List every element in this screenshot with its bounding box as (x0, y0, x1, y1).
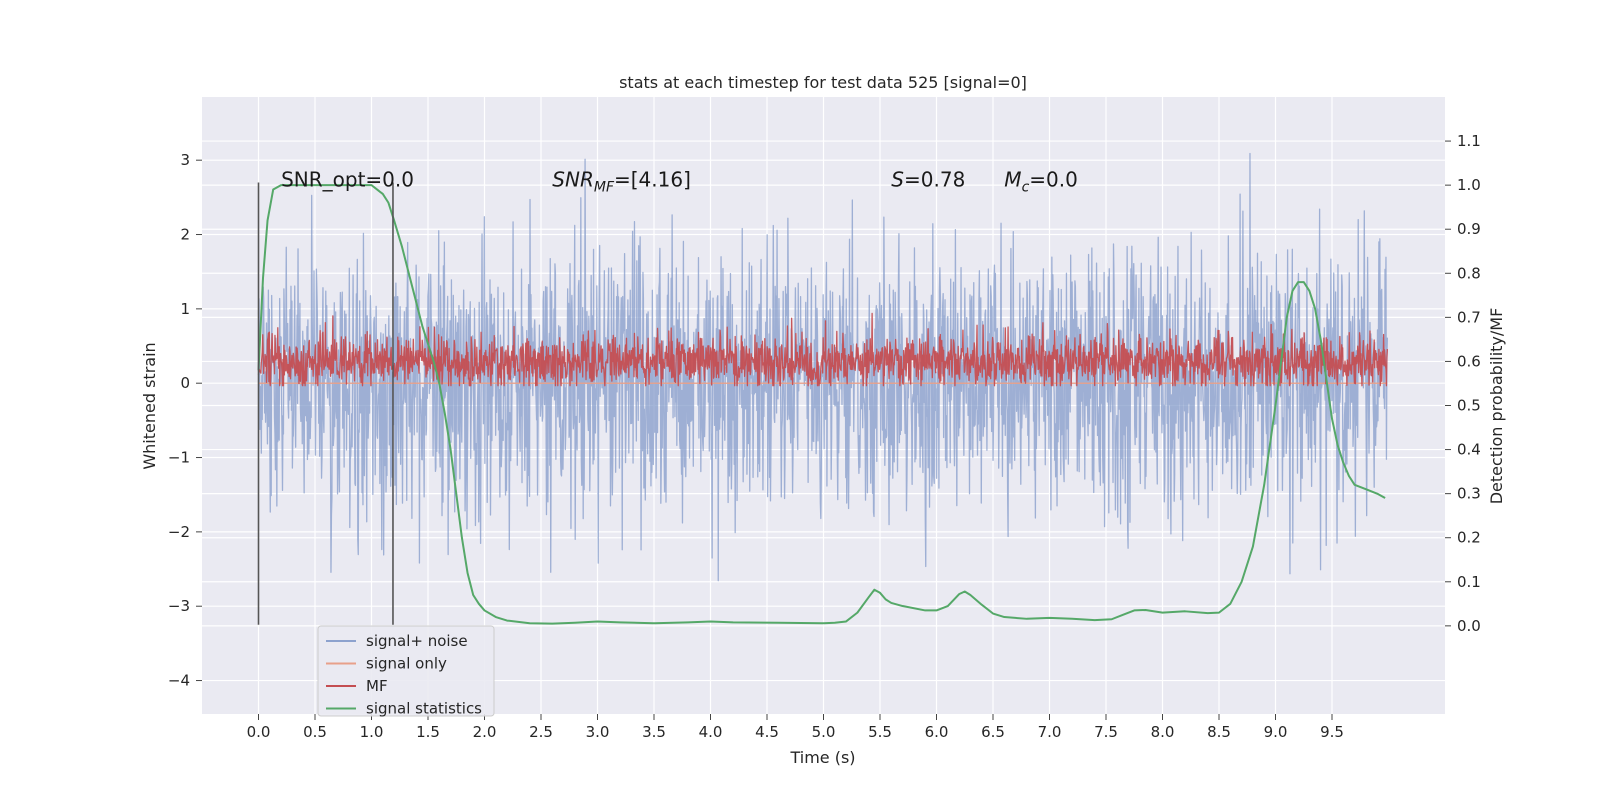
x-tick-label: 8.0 (1151, 723, 1175, 741)
chart-title: stats at each timestep for test data 525… (619, 73, 1027, 92)
x-tick-label: 9.0 (1264, 723, 1288, 741)
y2-tick-label: 0.4 (1457, 441, 1481, 459)
x-tick-label: 4.0 (699, 723, 723, 741)
y2-tick-label: 0.2 (1457, 529, 1481, 547)
y-tick-label: 0 (180, 374, 190, 392)
y-tick-label: 2 (180, 226, 190, 244)
y2-tick-label: 1.0 (1457, 176, 1481, 194)
x-tick-label: 7.0 (1038, 723, 1062, 741)
y2-tick-label: 0.8 (1457, 264, 1481, 282)
vertical-markers (257, 182, 394, 625)
x-tick-label: 3.5 (642, 723, 666, 741)
x-tick-label: 8.5 (1207, 723, 1231, 741)
x-tick-label: 5.0 (812, 723, 836, 741)
legend-label: MF (366, 677, 388, 695)
y-axis-label: Whitened strain (140, 342, 159, 469)
x-tick-label: 6.0 (925, 723, 949, 741)
legend-box (317, 625, 495, 717)
y2-tick-label: 1.1 (1457, 132, 1481, 150)
y-tick-label: −3 (168, 597, 190, 615)
y2-tick-label: 0.5 (1457, 397, 1481, 415)
y2-axis-label: Detection probability/MF (1487, 308, 1506, 505)
x-tick-label: 4.5 (755, 723, 779, 741)
annotation-text: Mc=0.0 (1004, 167, 1078, 195)
x-tick-label: 2.5 (529, 723, 553, 741)
y-tick-label: −2 (168, 523, 190, 541)
series-mf (257, 312, 1389, 387)
y2-tick-label: 0.0 (1457, 617, 1481, 635)
y-tick-label: 1 (180, 300, 190, 318)
y2-tick-label: 0.1 (1457, 573, 1481, 591)
x-axis-label: Time (s) (789, 748, 855, 767)
legend-label: signal+ noise (366, 632, 468, 650)
y2-tick-label: 0.6 (1457, 352, 1481, 370)
y-tick-label: 3 (180, 151, 190, 169)
series-layer (257, 152, 1389, 625)
x-tick-label: 9.5 (1320, 723, 1344, 741)
x-tick-label: 0.5 (303, 723, 327, 741)
x-tick-label: 7.5 (1094, 723, 1118, 741)
y2-tick-label: 0.9 (1457, 220, 1481, 238)
x-tick-label: 1.0 (360, 723, 384, 741)
annotation-text: SNRMF=[4.16] (552, 167, 691, 195)
y-tick-label: −1 (168, 449, 190, 467)
axes: 0.0 0.5 1.0 1.5 2.0 2.5 3.0 3.5 4.0 4.5 5.0 5.5 6.0 6… (168, 132, 1481, 741)
y-tick-label: −4 (168, 672, 190, 690)
x-tick-label: 3.0 (586, 723, 610, 741)
annotation-text: SNR_opt=0.0 (281, 167, 414, 191)
y2-tick-label: 0.7 (1457, 308, 1481, 326)
x-tick-label: 2.0 (473, 723, 497, 741)
legend: signal+ noise signal only MF signal statist… (317, 625, 495, 718)
x-tick-label: 0.0 (247, 723, 271, 741)
x-tick-label: 1.5 (416, 723, 440, 741)
annotation-text: S=0.78 (891, 167, 965, 191)
legend-label: signal only (366, 655, 447, 673)
x-tick-label: 6.5 (981, 723, 1005, 741)
series-signal-statistics (257, 184, 1386, 625)
x-tick-label: 5.5 (868, 723, 892, 741)
y2-tick-label: 0.3 (1457, 485, 1481, 503)
legend-label: signal statistics (366, 700, 482, 718)
annotations: SNR_opt=0.0 SNRMF=[4.16] S=0.78 Mc=0.0 (281, 167, 1078, 195)
